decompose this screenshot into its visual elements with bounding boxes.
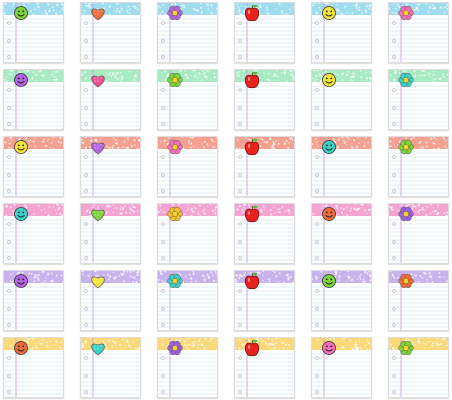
notepad-card <box>157 203 218 264</box>
apple-icon <box>244 138 260 156</box>
notepad-card <box>157 2 218 63</box>
flower-icon <box>167 139 183 155</box>
notepad-card <box>80 69 141 130</box>
notepad-card <box>388 136 449 197</box>
smiley-icon <box>14 274 28 288</box>
notepad-card <box>157 270 218 331</box>
notepad-card <box>311 69 372 130</box>
notepad-card <box>234 203 295 264</box>
notepad-card <box>157 69 218 130</box>
heart-icon <box>91 75 105 88</box>
heart-icon <box>91 8 105 21</box>
smiley-icon <box>322 73 336 87</box>
notepad-card <box>388 2 449 63</box>
notepad-card <box>3 2 64 63</box>
notepad-card <box>234 270 295 331</box>
flower-icon <box>398 5 414 21</box>
heart-icon <box>91 276 105 289</box>
notepad-card <box>157 136 218 197</box>
apple-icon <box>244 272 260 290</box>
notepad-card <box>311 203 372 264</box>
heart-icon <box>91 209 105 222</box>
apple-icon <box>244 339 260 357</box>
notepad-card <box>388 203 449 264</box>
heart-icon <box>91 142 105 155</box>
flower-icon <box>398 139 414 155</box>
notepad-card <box>3 203 64 264</box>
notepad-card <box>80 337 141 398</box>
smiley-icon <box>322 207 336 221</box>
notepad-card <box>157 337 218 398</box>
flower-icon <box>398 273 414 289</box>
flower-icon <box>398 340 414 356</box>
notepad-card <box>311 337 372 398</box>
flower-icon <box>398 72 414 88</box>
notepad-card <box>311 270 372 331</box>
notepad-card <box>234 136 295 197</box>
flower-icon <box>167 5 183 21</box>
notepad-card <box>234 337 295 398</box>
smiley-icon <box>322 140 336 154</box>
flower-icon <box>398 206 414 222</box>
smiley-icon <box>322 6 336 20</box>
notepad-card <box>3 270 64 331</box>
notepad-card <box>3 337 64 398</box>
heart-icon <box>91 343 105 356</box>
notepad-card <box>234 69 295 130</box>
notepad-card <box>80 270 141 331</box>
notepad-card <box>80 136 141 197</box>
notepad-card <box>311 2 372 63</box>
notepad-card <box>388 69 449 130</box>
flower-icon <box>167 206 183 222</box>
flower-icon <box>167 340 183 356</box>
apple-icon <box>244 71 260 89</box>
flower-icon <box>167 72 183 88</box>
notepad-card <box>80 2 141 63</box>
apple-icon <box>244 4 260 22</box>
smiley-icon <box>14 6 28 20</box>
notepad-card <box>3 136 64 197</box>
flower-icon <box>167 273 183 289</box>
smiley-icon <box>14 207 28 221</box>
notepad-card <box>234 2 295 63</box>
smiley-icon <box>14 341 28 355</box>
notepad-card <box>80 203 141 264</box>
notepad-card <box>388 270 449 331</box>
smiley-icon <box>322 274 336 288</box>
apple-icon <box>244 205 260 223</box>
notepad-card <box>311 136 372 197</box>
notepad-card <box>3 69 64 130</box>
smiley-icon <box>14 73 28 87</box>
smiley-icon <box>322 341 336 355</box>
smiley-icon <box>14 140 28 154</box>
notepad-card <box>388 337 449 398</box>
